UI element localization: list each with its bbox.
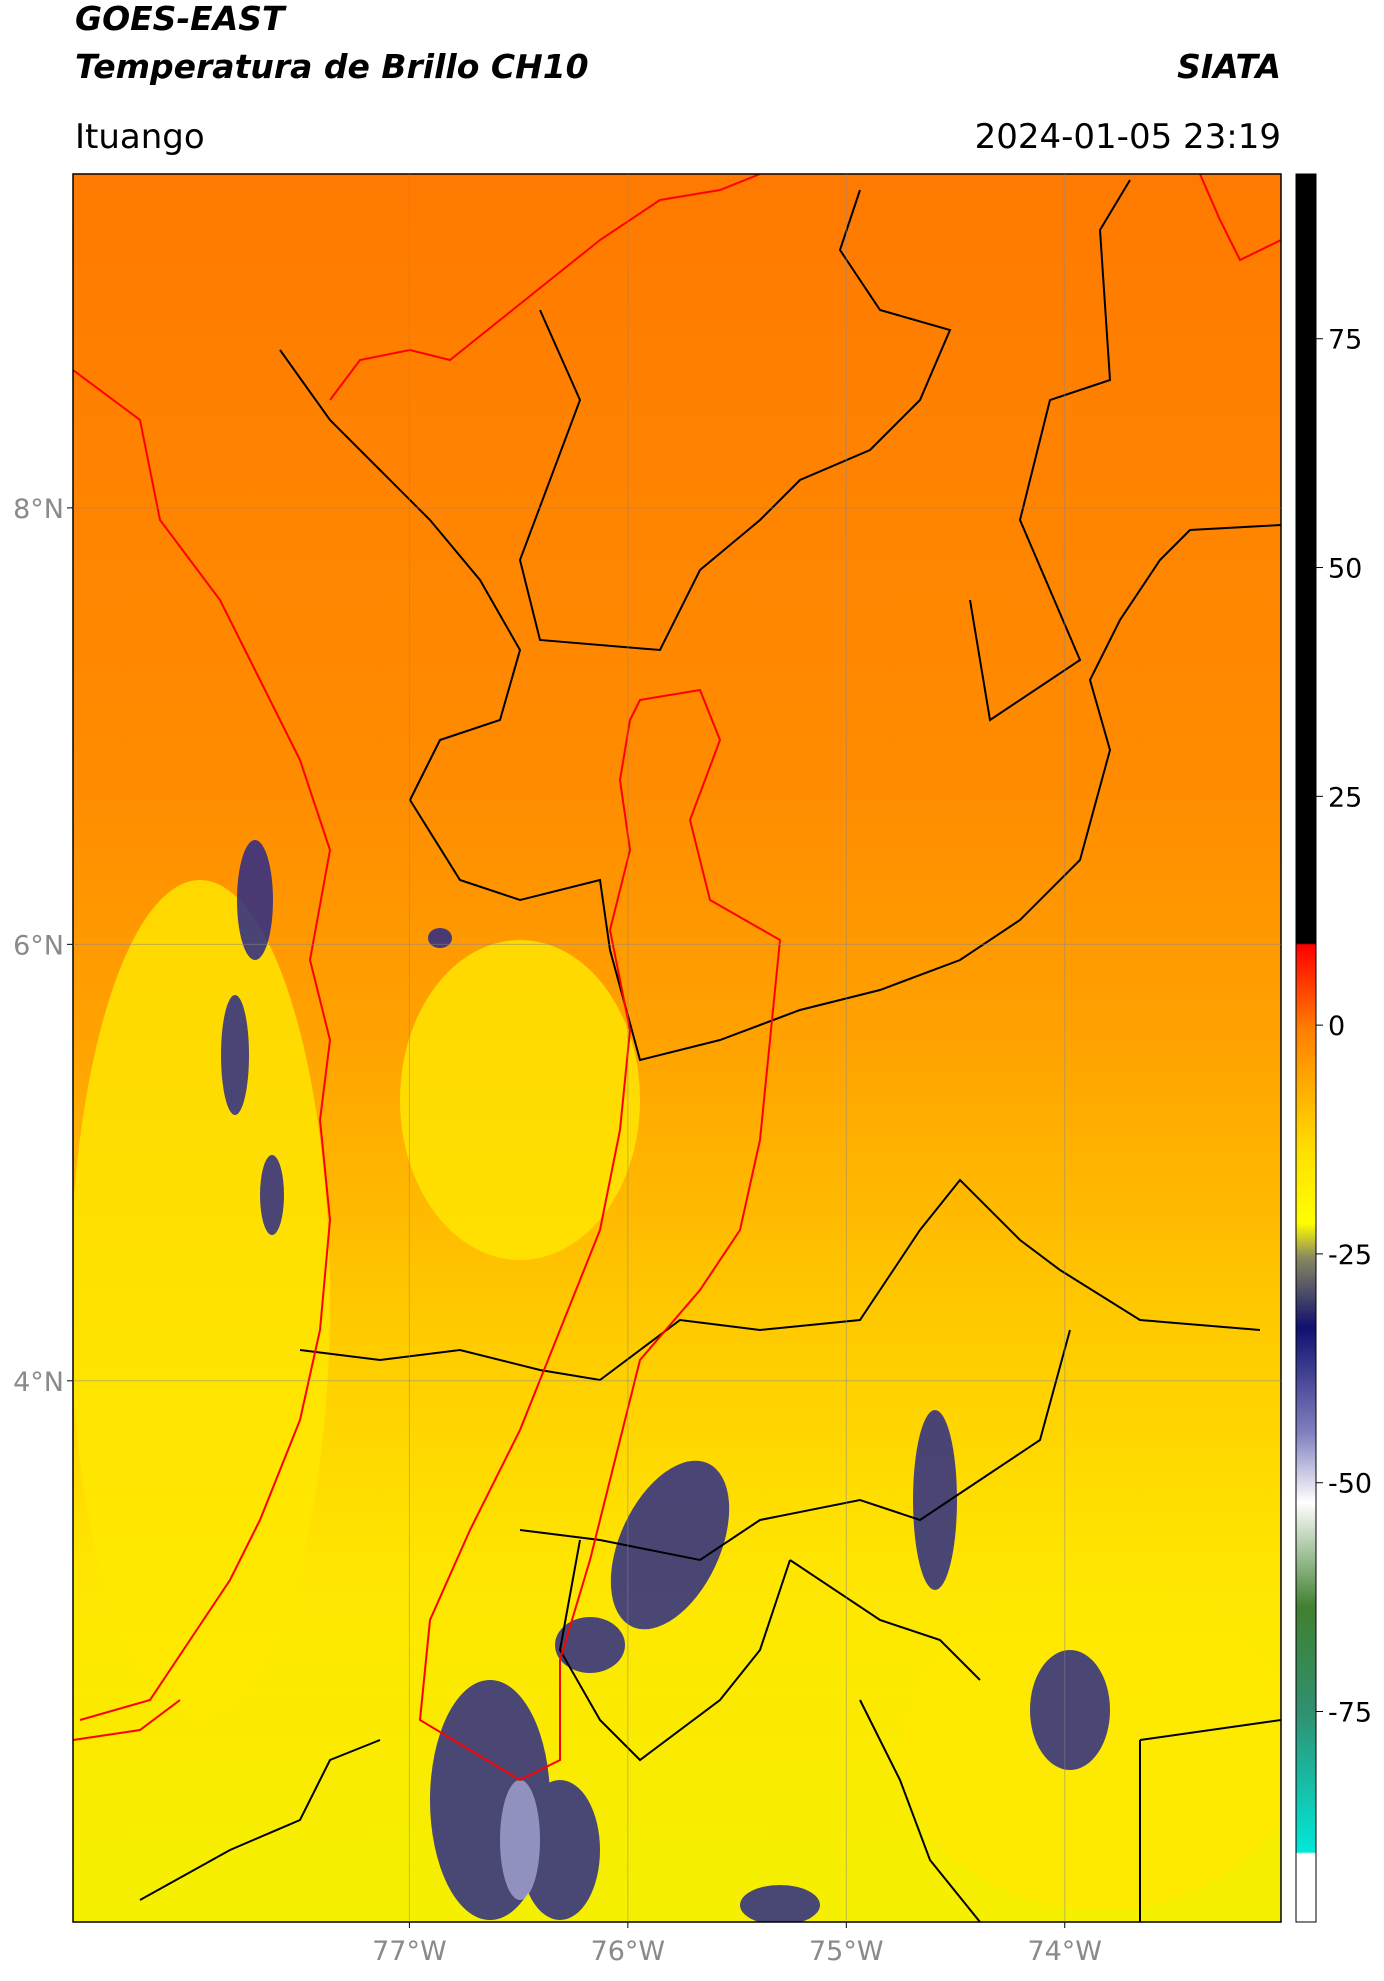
x-tick-label: 76°W	[591, 1936, 666, 1967]
colorbar-tick-label: -50	[1328, 1469, 1372, 1500]
region: Ituango	[75, 117, 205, 157]
x-tick-label: 74°W	[1027, 1936, 1102, 1967]
colorbar-tick-label: -75	[1328, 1698, 1372, 1729]
y-tick-label: 8°N	[13, 494, 64, 525]
colorbar-tick-label: 75	[1328, 325, 1362, 356]
source: SIATA	[1177, 47, 1281, 86]
title: GOES-EAST	[75, 0, 287, 38]
title: Temperatura de Brillo CH10	[75, 47, 589, 86]
colorbar-tick-label: -25	[1328, 1240, 1372, 1271]
colorbar-tick-label: 0	[1328, 1011, 1345, 1042]
x-tick-label: 77°W	[372, 1936, 447, 1967]
colorbar-tick-label: 50	[1328, 554, 1362, 585]
datetime: 2024-01-05 23:19	[975, 117, 1281, 157]
colorbar	[1295, 173, 1317, 1923]
y-tick-label: 6°N	[13, 930, 64, 961]
x-tick-label: 75°W	[809, 1936, 884, 1967]
map-frame	[72, 173, 1282, 1923]
satellite-image	[73, 174, 1281, 1922]
y-tick-label: 4°N	[13, 1367, 64, 1398]
colorbar-tick-label: 25	[1328, 782, 1362, 813]
